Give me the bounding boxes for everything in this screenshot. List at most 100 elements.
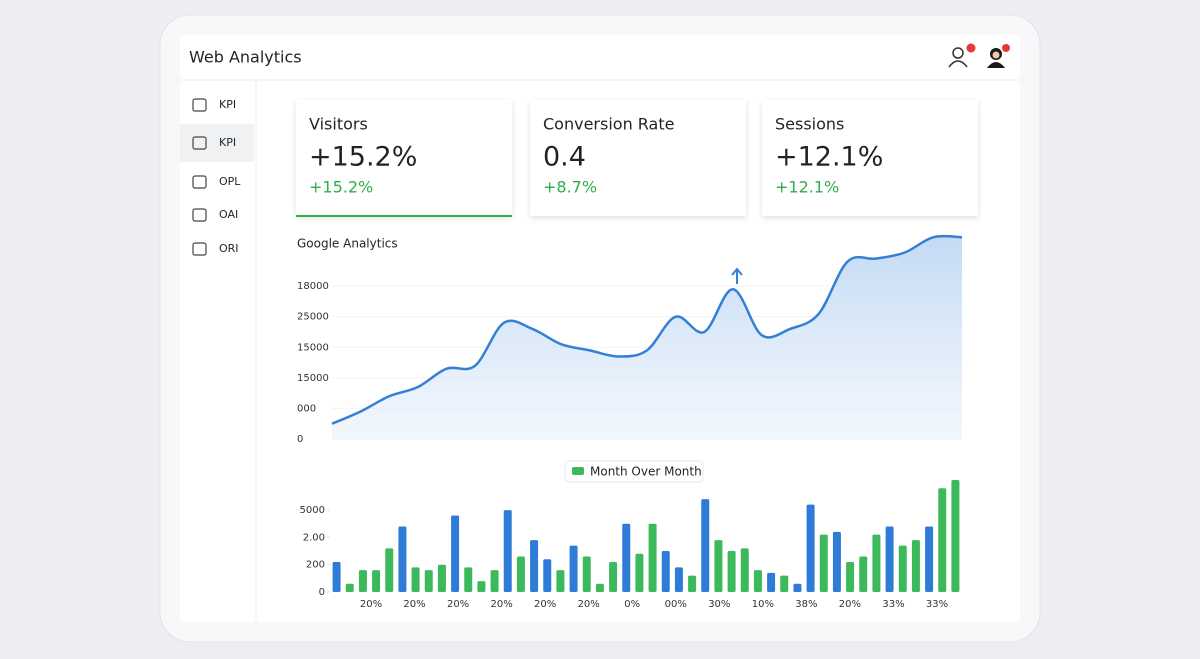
bar	[740, 548, 749, 592]
area-line	[331, 234, 963, 425]
sidebar-icon[interactable]	[192, 208, 207, 222]
bar	[490, 570, 499, 592]
kpi-card	[762, 100, 978, 216]
bar	[951, 480, 960, 592]
bar	[911, 540, 920, 592]
y-tick-label: 0	[319, 587, 325, 598]
bar	[819, 534, 828, 592]
bar	[609, 561, 618, 592]
sidebar-selected	[180, 124, 254, 162]
y-tick-label: 000	[297, 403, 316, 414]
bar	[846, 561, 855, 592]
kpi-change: +12.1%	[775, 178, 839, 197]
kpi-card	[530, 100, 746, 216]
bar	[674, 567, 683, 592]
bar	[437, 564, 446, 592]
kpi-title: Conversion Rate	[543, 115, 674, 134]
x-tick-label: 20%	[839, 599, 861, 610]
sidebar-icon[interactable]	[192, 175, 207, 189]
bar	[385, 548, 394, 592]
bar	[582, 556, 591, 592]
bar	[832, 531, 841, 592]
user-icon[interactable]	[948, 47, 968, 68]
x-tick-label: 33%	[926, 599, 948, 610]
app-title: Web Analytics	[189, 48, 302, 67]
bar	[398, 526, 407, 592]
sidebar-item[interactable]: OAI	[219, 208, 238, 221]
bar	[780, 575, 789, 592]
bar	[793, 583, 802, 592]
bar	[503, 510, 512, 592]
y-tick-label: 5000	[300, 505, 325, 516]
bar	[806, 504, 815, 592]
sidebar-item[interactable]: KPI	[219, 98, 236, 111]
x-tick-label: 20%	[447, 599, 469, 610]
bar	[516, 556, 525, 592]
bar	[622, 523, 631, 592]
bar	[767, 572, 776, 592]
sidebar-item[interactable]: ORI	[219, 242, 239, 255]
sidebar-icon[interactable]	[192, 136, 207, 150]
bar	[358, 570, 367, 592]
y-tick-label: 25000	[297, 312, 329, 323]
kpi-title: Sessions	[775, 115, 844, 134]
x-tick-label: 38%	[795, 599, 817, 610]
bar	[714, 540, 723, 592]
bar	[885, 526, 894, 592]
bar	[569, 545, 578, 592]
kpi-value: +15.2%	[309, 142, 417, 173]
badge	[1002, 44, 1010, 52]
bar	[424, 570, 433, 592]
bar	[938, 488, 947, 592]
x-tick-label: 0%	[624, 599, 640, 610]
x-tick-label: 20%	[403, 599, 425, 610]
area-fill	[332, 236, 962, 439]
bar	[898, 545, 907, 592]
bar	[372, 570, 381, 592]
x-tick-label: 20%	[360, 599, 382, 610]
bar	[648, 523, 657, 592]
y-tick-label: 0	[297, 434, 303, 445]
bar	[727, 551, 736, 592]
legend-swatch	[572, 467, 584, 475]
bar	[345, 583, 354, 592]
legend-label: Month Over Month	[590, 465, 702, 479]
bar	[688, 575, 697, 592]
bar	[464, 567, 473, 592]
bar	[872, 534, 881, 592]
bar	[701, 499, 710, 592]
chart-title: Google Analytics	[297, 237, 398, 251]
sidebar-icon[interactable]	[192, 98, 207, 112]
kpi-card	[296, 100, 512, 216]
y-tick-label: 18000	[297, 281, 329, 292]
sidebar-item[interactable]: KPI	[219, 136, 236, 149]
bar	[753, 570, 762, 592]
sidebar-icon[interactable]	[192, 242, 207, 256]
bar	[451, 515, 460, 592]
kpi-change: +8.7%	[543, 178, 597, 197]
x-tick-label: 20%	[578, 599, 600, 610]
x-tick-label: 20%	[534, 599, 556, 610]
kpi-change: +15.2%	[309, 178, 373, 197]
avatar-icon[interactable]	[987, 48, 1005, 68]
legend-box	[564, 460, 704, 483]
bar	[859, 556, 868, 592]
x-tick-label: 30%	[708, 599, 730, 610]
x-tick-label: 10%	[752, 599, 774, 610]
peak-arrow	[731, 267, 743, 284]
bar	[411, 567, 420, 592]
bar	[332, 561, 341, 592]
kpi-value: 0.4	[543, 142, 586, 173]
kpi-title: Visitors	[309, 115, 368, 134]
bar	[530, 540, 539, 592]
y-tick-label: 15000	[297, 373, 329, 384]
badge	[966, 43, 976, 53]
y-tick-label: 15000	[297, 342, 329, 353]
y-tick-label: 200	[306, 560, 325, 571]
sidebar-item[interactable]: OPL	[219, 175, 241, 188]
bar	[925, 526, 934, 592]
kpi-value: +12.1%	[775, 142, 883, 173]
x-tick-label: 20%	[490, 599, 512, 610]
y-tick-label: 2.00	[303, 532, 325, 543]
